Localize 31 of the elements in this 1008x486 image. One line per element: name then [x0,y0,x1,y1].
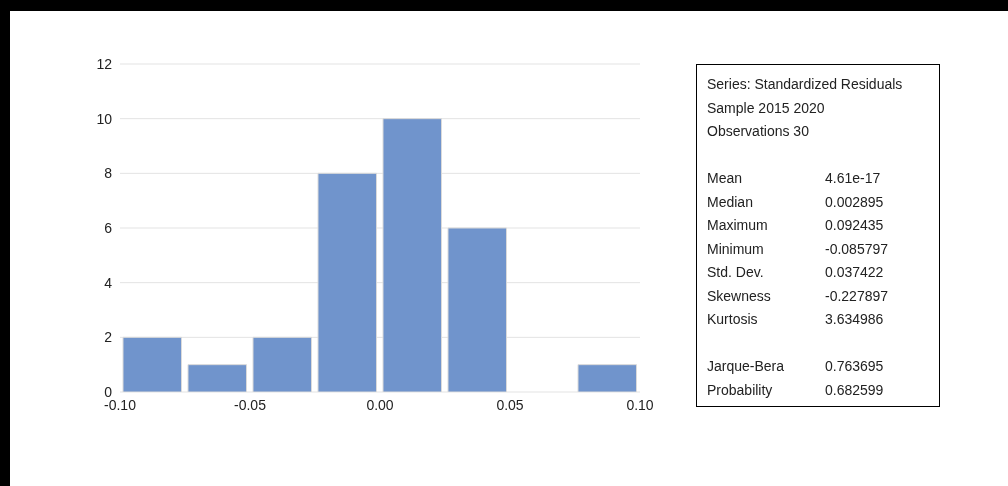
category-label: Skewness [707,286,772,306]
y-tick-label: 2 [104,329,113,346]
category-label: Kurtosis [707,310,759,329]
text: Sample 2015 2020 [707,98,826,118]
x-tick-label: 0.00 [366,396,394,413]
x-tick-label: 0.05 [496,396,524,413]
category-label: Mean [707,169,744,188]
text: 0.037422 [825,264,884,280]
text: 0.002895 [825,193,884,210]
text: 0.763695 [825,358,884,374]
text: -0.227897 [825,287,889,304]
text: 0.682599 [825,381,884,398]
category-label: Median [707,192,754,212]
text: Series: Standardized Residuals [707,75,904,94]
x-tick-label: -0.05 [234,396,267,413]
y-tick-label: 6 [104,219,113,236]
x-tick-label: 0.10 [626,396,654,413]
text: 0.092435 [825,217,884,233]
category-label: Jarque-Bera [707,357,786,376]
category-label: Std. Dev. [707,263,765,282]
category-label: Probability [707,380,774,400]
category-label: Maximum [707,216,769,235]
y-tick-label: 4 [104,274,113,291]
text: 3.634986 [825,311,884,327]
y-tick-label: 12 [96,55,113,72]
text: -0.085797 [825,240,889,257]
y-tick-label: 10 [96,110,113,127]
y-tick-label: 8 [104,165,113,182]
text: Observations 30 [707,122,810,141]
text: 4.61e-17 [825,170,881,186]
category-label: Minimum [707,239,765,259]
